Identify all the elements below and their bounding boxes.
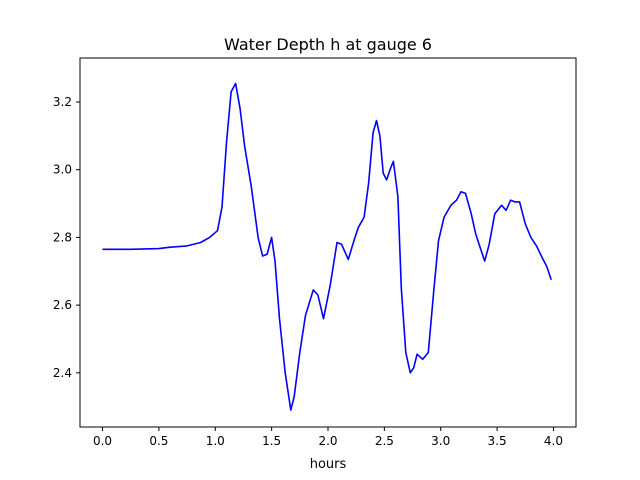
y-tick-label: 3.0 <box>53 163 72 177</box>
y-axis-ticks: 2.4 2.6 2.8 3.0 3.2 <box>53 95 80 380</box>
x-tick-label: 0.0 <box>93 434 112 448</box>
x-tick-label: 2.0 <box>318 434 337 448</box>
x-tick-label: 2.5 <box>375 434 394 448</box>
x-tick-label: 4.0 <box>544 434 563 448</box>
y-tick-label: 2.8 <box>53 230 72 244</box>
x-tick-label: 0.5 <box>149 434 168 448</box>
series-line-water-depth <box>102 82 552 411</box>
chart-title: Water Depth h at gauge 6 <box>224 35 432 54</box>
x-tick-label: 3.0 <box>431 434 450 448</box>
x-axis-label: hours <box>310 457 347 472</box>
y-tick-label: 2.4 <box>53 366 72 380</box>
y-tick-label: 3.2 <box>53 95 72 109</box>
x-tick-label: 1.5 <box>262 434 281 448</box>
y-tick-label: 2.6 <box>53 298 72 312</box>
x-axis-ticks: 0.0 0.5 1.0 1.5 2.0 2.5 3.0 3.5 4.0 <box>93 427 563 448</box>
x-tick-label: 3.5 <box>488 434 507 448</box>
x-tick-label: 1.0 <box>206 434 225 448</box>
